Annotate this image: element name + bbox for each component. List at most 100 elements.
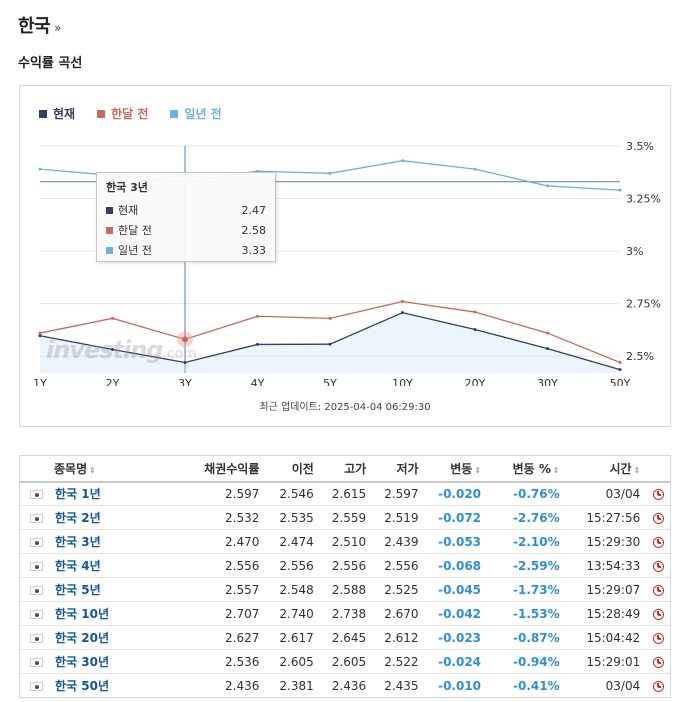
bond-name-link[interactable]: 한국 5년: [55, 583, 101, 597]
cell-chg-pct: -1.53%: [487, 601, 566, 626]
cell-chg: -0.024: [424, 649, 488, 674]
bond-name-cell: 한국 3년: [19, 529, 197, 554]
cell-prev: 2.381: [279, 678, 314, 693]
cell-chg: -0.023: [424, 625, 488, 650]
cell-prev: 2.535: [265, 505, 320, 530]
cell-high: 2.510: [319, 529, 373, 554]
cell-low: 2.556: [372, 553, 425, 578]
bond-name-link[interactable]: 한국 50년: [55, 679, 109, 693]
x-tick-label: 5Y: [323, 377, 337, 386]
bond-name-link[interactable]: 한국 4년: [55, 559, 101, 573]
tooltip-row-current: 현재 2.47: [106, 200, 266, 220]
col-header-prev[interactable]: 이전: [265, 455, 320, 483]
cell-chg: -0.053: [424, 529, 488, 554]
cell-chg: -0.045: [424, 577, 488, 602]
series-point: [618, 188, 622, 192]
section-title: 수익률 곡선: [18, 56, 83, 71]
investing-watermark: investing.com: [46, 336, 197, 364]
col-header-change[interactable]: 변동 ⇕: [424, 455, 488, 483]
legend-item-current[interactable]: 현재: [39, 105, 75, 122]
chart-legend: 현재 한달 전 일년 전: [39, 105, 222, 122]
series-point: [111, 316, 114, 320]
table-row[interactable]: 한국 30년 2.536 2.605 2.605 2.522 -0.024 -0.94% 15…: [19, 649, 671, 674]
series-point: [401, 311, 404, 315]
col-header-high[interactable]: 고가: [319, 455, 373, 483]
cell-prev: 2.474: [265, 529, 320, 554]
chart-tooltip: 한국 3년 현재 2.47 한달 전 2.58 일년 전 3.33: [96, 172, 276, 262]
cell-prev: 2.740: [265, 601, 320, 626]
clock-cell: [646, 577, 671, 602]
clock-icon: [652, 488, 664, 500]
bond-name-cell: 한국 4년: [19, 553, 197, 578]
clock-cell: [646, 625, 671, 650]
cell-time: 03/04: [565, 481, 647, 506]
col-header-label: 채권수익률: [204, 461, 260, 476]
col-header-yield[interactable]: 채권수익률: [196, 455, 266, 483]
sort-icon: ⇕: [633, 465, 641, 475]
x-tick-label: 30Y: [537, 377, 558, 386]
chart-plot-area[interactable]: 3.5% 3.25% 3% 2.75% 2.5% 1Y 2Y 3Y 4Y 5Y 10Y 20Y 30Y 5…: [20, 86, 670, 386]
bond-name-link[interactable]: 한국 20년: [55, 631, 109, 645]
col-header-time[interactable]: 시간 ⇕: [565, 455, 647, 483]
cell-high: 2.556: [319, 553, 373, 578]
table-row[interactable]: 한국 3년 2.470 2.474 2.510 2.439 -0.053 -2.10% 15:…: [19, 529, 671, 554]
table-row[interactable]: 한국 50년 2.436 2.381 2.436 2.435 -0.010 -0.41% 03…: [20, 674, 671, 698]
legend-label: 현재: [53, 107, 76, 121]
clock-icon: [652, 584, 664, 596]
tooltip-row-year-ago: 일년 전 3.33: [106, 240, 266, 260]
series-point: [401, 159, 404, 163]
bond-name-cell: 한국 10년: [19, 601, 197, 626]
cell-yield: 2.470: [196, 529, 266, 554]
series-point: [473, 327, 477, 331]
cell-low: 2.519: [372, 505, 425, 530]
page-title[interactable]: 한국»: [18, 12, 61, 38]
table-row[interactable]: 한국 5년 2.557 2.548 2.588 2.525 -0.045 -1.73% 15:…: [19, 577, 671, 602]
legend-item-month-ago[interactable]: 한달 전: [97, 105, 148, 122]
cell-low: 2.525: [372, 577, 425, 602]
clock-icon: [652, 632, 664, 644]
table-row[interactable]: 한국 2년 2.532 2.535 2.559 2.519 -0.072 -2.76% 15:…: [19, 505, 671, 530]
legend-swatch: [97, 109, 106, 118]
bond-name-link[interactable]: 한국 30년: [55, 655, 109, 669]
clock-icon: [652, 656, 664, 668]
korea-flag-icon: [30, 682, 43, 691]
table-row[interactable]: 한국 10년 2.707 2.740 2.738 2.670 -0.042 -1.53% 15…: [19, 601, 671, 626]
x-tick-label: 4Y: [251, 377, 265, 386]
cell-yield: 2.557: [196, 577, 266, 602]
bond-name-cell: 한국 2년: [19, 505, 197, 530]
series-point: [256, 314, 259, 318]
table-row[interactable]: 한국 4년 2.556 2.556 2.556 2.556 -0.068 -2.59% 13:…: [19, 553, 671, 578]
series-point: [473, 310, 477, 314]
bond-name-link[interactable]: 한국 10년: [55, 607, 109, 621]
clock-cell: [646, 674, 670, 698]
clock-cell: [646, 481, 671, 506]
col-header-change-pct[interactable]: 변동 % ⇕: [487, 455, 566, 483]
cell-high: 2.588: [319, 577, 373, 602]
cell-time: 13:54:33: [565, 553, 647, 578]
clock-icon: [652, 608, 664, 620]
bond-name-link[interactable]: 한국 3년: [55, 535, 101, 549]
bond-name-link[interactable]: 한국 2년: [55, 511, 101, 525]
sort-icon: ⇕: [89, 465, 96, 475]
y-tick-label: 3.25%: [626, 193, 661, 206]
legend-item-year-ago[interactable]: 일년 전: [170, 105, 222, 122]
korea-flag-icon: [30, 586, 43, 595]
cell-high: 2.436: [331, 678, 367, 693]
korea-flag-icon: [30, 658, 43, 667]
table-row[interactable]: 한국 20년 2.627 2.617 2.645 2.612 -0.023 -0.87% 15…: [19, 625, 671, 650]
col-header-low[interactable]: 저가: [372, 455, 425, 483]
cell-time: 15:29:30: [565, 529, 647, 554]
bond-name-cell: 한국 1년: [19, 481, 197, 506]
bond-name-cell: 한국 30년: [19, 649, 197, 674]
sort-icon: ⇕: [474, 465, 482, 475]
series-point: [183, 360, 187, 364]
bond-name-link[interactable]: 한국 1년: [55, 487, 101, 502]
legend-swatch: [170, 109, 179, 118]
series-point: [401, 300, 404, 304]
table-row[interactable]: 한국 1년 2.597 2.546 2.615 2.597 -0.020 -0.76% 03/…: [19, 481, 671, 506]
cell-high: 2.605: [319, 649, 373, 674]
clock-cell: [646, 649, 671, 674]
cell-chg: -0.020: [424, 481, 488, 506]
series-point: [546, 347, 549, 351]
col-header-name[interactable]: 종목명 ⇕: [19, 455, 197, 483]
